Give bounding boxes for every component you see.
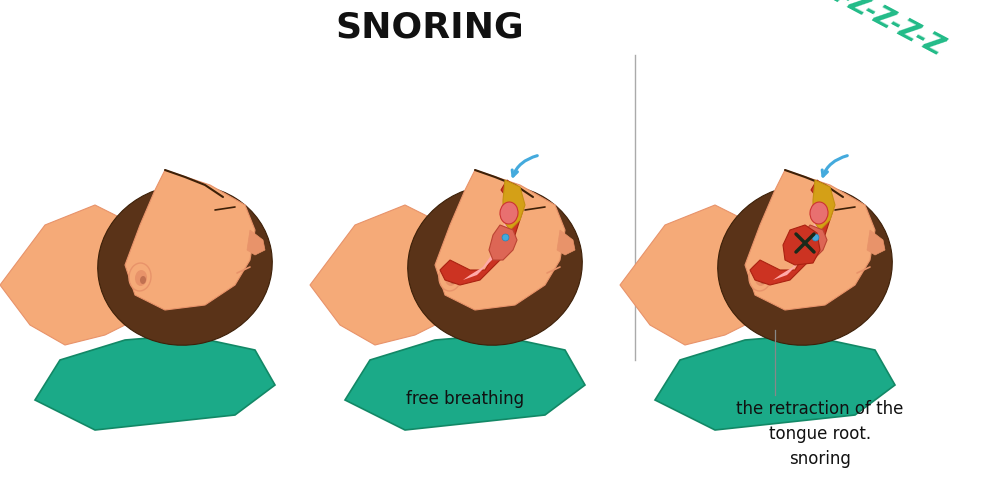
Polygon shape — [489, 225, 517, 260]
Polygon shape — [773, 183, 827, 280]
Polygon shape — [503, 180, 525, 230]
Polygon shape — [125, 170, 255, 310]
Polygon shape — [345, 335, 585, 430]
Polygon shape — [750, 180, 833, 285]
Polygon shape — [310, 205, 475, 345]
Polygon shape — [0, 205, 165, 345]
Ellipse shape — [450, 276, 456, 284]
Polygon shape — [35, 335, 275, 430]
Ellipse shape — [140, 276, 146, 284]
Ellipse shape — [760, 276, 766, 284]
Ellipse shape — [98, 185, 272, 345]
Polygon shape — [247, 230, 265, 255]
Polygon shape — [867, 230, 885, 255]
Ellipse shape — [500, 202, 518, 224]
Polygon shape — [440, 180, 523, 285]
Polygon shape — [655, 335, 895, 430]
Text: the retraction of the
tongue root.
snoring: the retraction of the tongue root. snori… — [736, 400, 904, 468]
Ellipse shape — [755, 270, 767, 286]
Polygon shape — [463, 183, 517, 280]
Polygon shape — [799, 225, 827, 260]
Polygon shape — [745, 170, 875, 310]
Ellipse shape — [810, 202, 828, 224]
Polygon shape — [557, 230, 575, 255]
Ellipse shape — [408, 185, 582, 345]
Ellipse shape — [129, 263, 151, 291]
Ellipse shape — [445, 270, 457, 286]
Ellipse shape — [749, 263, 771, 291]
Text: free breathing: free breathing — [406, 390, 524, 408]
Text: Z-Z-Z-Z-Z: Z-Z-Z-Z-Z — [820, 0, 949, 61]
Ellipse shape — [718, 185, 892, 345]
Text: SNORING: SNORING — [336, 11, 524, 45]
Ellipse shape — [439, 263, 461, 291]
Ellipse shape — [135, 270, 147, 286]
Polygon shape — [435, 170, 565, 310]
Polygon shape — [813, 180, 835, 230]
Polygon shape — [783, 225, 820, 265]
Polygon shape — [620, 205, 785, 345]
